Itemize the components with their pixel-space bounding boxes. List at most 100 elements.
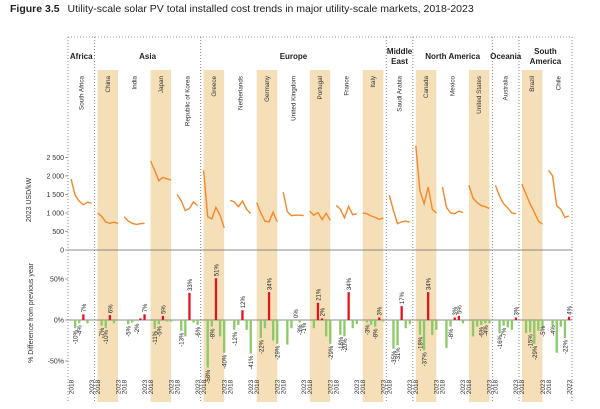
pct-bar <box>263 320 267 329</box>
highlight-bands <box>97 70 543 402</box>
country-label: United States <box>476 76 483 114</box>
cost-line <box>362 212 384 221</box>
pct-bar <box>541 320 544 329</box>
pct-label: 7% <box>143 303 149 312</box>
country-label: Chile <box>556 76 563 91</box>
x-tick-label: 2023 <box>540 379 547 394</box>
pct-bar <box>351 320 354 329</box>
x-tick-label: 2018 <box>281 379 288 394</box>
highlight-band <box>415 70 437 402</box>
cost-line <box>123 216 145 226</box>
highlight-band <box>362 70 384 402</box>
pct-bar <box>298 320 301 323</box>
x-tick-label: 2023 <box>354 379 361 394</box>
lower-y-tick-label: 50% <box>50 277 64 284</box>
pct-bar <box>567 316 571 320</box>
pct-bar <box>422 320 426 351</box>
pct-label: -22% <box>259 339 265 354</box>
pct-bar <box>112 320 116 324</box>
pct-bar <box>502 320 505 326</box>
pct-label: 3% <box>453 306 459 315</box>
pct-bar <box>312 320 315 329</box>
x-tick-label: 2018 <box>413 379 420 394</box>
pct-bar <box>290 320 293 329</box>
pct-bar <box>498 320 501 334</box>
x-tick-label: 2018 <box>95 379 102 394</box>
pct-label: -12% <box>233 331 239 346</box>
country-label: United Kingdom <box>290 76 297 121</box>
pct-bar <box>161 315 165 320</box>
pct-bar <box>206 320 209 368</box>
pct-bar <box>418 320 422 335</box>
pct-bar <box>259 320 262 338</box>
pct-label: -6% <box>480 326 486 337</box>
region-label: Asia <box>139 52 156 61</box>
x-tick-label: 2023 <box>195 379 202 394</box>
pct-label: 6% <box>108 304 114 313</box>
country-label: Portugal <box>317 76 324 99</box>
pct-bar <box>457 315 460 320</box>
pct-bar <box>196 320 199 325</box>
x-tick-label: 2018 <box>334 379 341 394</box>
cost-line <box>468 184 490 210</box>
pct-bar <box>408 320 411 325</box>
cost-line <box>415 145 437 214</box>
pct-label: 12% <box>241 296 247 309</box>
pct-bar <box>347 292 350 320</box>
x-tick-label: 2018 <box>148 379 155 394</box>
pct-bar <box>180 320 183 331</box>
x-tick-label: 2023 <box>142 379 149 394</box>
lower-y-tick-label: -50% <box>48 359 64 366</box>
pct-bar <box>223 320 226 353</box>
pct-bar <box>131 320 134 323</box>
pct-label: 21% <box>316 288 322 301</box>
upper-y-tick-label: 1 000 <box>46 210 64 217</box>
x-tick-label: 2018 <box>121 379 128 394</box>
pct-label: -20% <box>343 338 349 353</box>
pct-bar <box>431 320 434 335</box>
pct-bar <box>343 320 346 337</box>
pct-label: -29% <box>533 345 539 360</box>
pct-bar <box>559 320 562 327</box>
pct-bar <box>78 320 81 324</box>
pct-label: -6% <box>196 326 202 337</box>
pct-bar <box>143 314 146 320</box>
pct-label: 3% <box>378 306 384 315</box>
region-label: Africa <box>70 52 93 61</box>
pct-bar <box>484 320 487 324</box>
pct-bar <box>192 320 195 323</box>
pct-label: 3% <box>514 306 520 315</box>
country-label: China <box>105 76 112 93</box>
x-tick-label: 2018 <box>466 379 473 394</box>
highlight-band <box>150 70 172 402</box>
pct-bar <box>139 318 142 320</box>
pct-bar <box>104 320 107 329</box>
pct-bar <box>153 320 156 329</box>
highlight-band <box>521 70 543 402</box>
pct-bar <box>435 320 438 330</box>
pct-label: -31% <box>396 347 402 362</box>
pct-bar <box>476 320 479 327</box>
cost-line <box>388 195 410 225</box>
pct-label: 7% <box>82 303 88 312</box>
pct-bar <box>272 320 275 341</box>
upper-y-tick-label: 2 000 <box>46 173 64 180</box>
upper-y-tick-label: 0 <box>60 248 64 255</box>
pct-bar <box>537 320 540 331</box>
x-tick-label: 2018 <box>360 379 367 394</box>
pct-bar <box>325 320 328 337</box>
pct-label: -2% <box>135 323 141 334</box>
figure-title-row: Figure 3.5 Utility-scale solar PV total … <box>10 3 474 15</box>
x-tick-label: 2018 <box>228 379 235 394</box>
region-label: South <box>534 47 557 56</box>
pct-label: 51% <box>214 264 220 277</box>
pct-bar <box>245 320 248 330</box>
pct-label: -3% <box>298 324 304 335</box>
pct-label: 2% <box>321 307 327 316</box>
pct-bar <box>392 320 395 349</box>
pct-label: 5% <box>457 305 463 314</box>
pct-label: -5% <box>157 325 163 336</box>
pct-label: 4% <box>568 305 574 314</box>
pct-label: -41% <box>249 355 255 370</box>
